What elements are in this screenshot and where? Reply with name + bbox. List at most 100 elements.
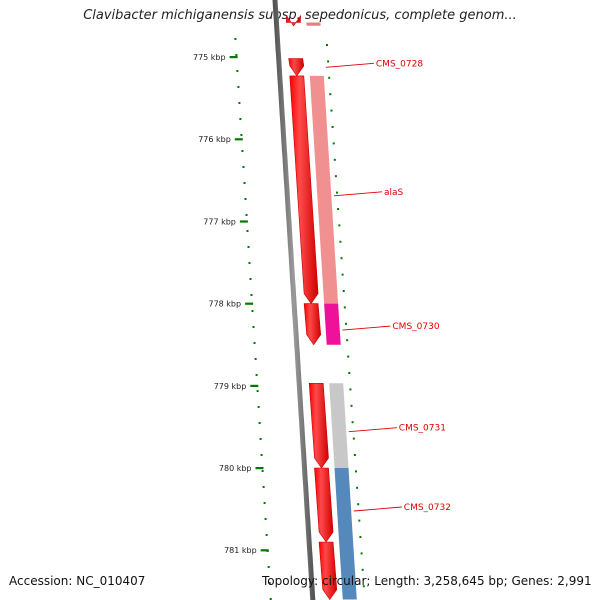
backbone-line — [272, 0, 316, 600]
gc-dot — [361, 568, 364, 571]
gc-dot — [327, 60, 330, 63]
gc-dot — [342, 290, 345, 292]
ruler-tick — [250, 384, 259, 387]
gc-dot — [241, 150, 244, 152]
gc-dot — [265, 534, 268, 536]
gc-dot — [349, 388, 352, 391]
gene-label-leader — [353, 506, 402, 512]
ruler-tick — [245, 302, 254, 305]
gc-dot — [356, 486, 359, 489]
gc-dot — [264, 518, 267, 520]
gc-dot — [237, 86, 240, 88]
gc-dot — [253, 342, 256, 344]
gene-arrow[interactable] — [288, 58, 305, 77]
ruler-tick-label: 776 kbp — [198, 135, 231, 144]
ruler-tick — [234, 138, 243, 141]
gene-label[interactable]: CMS_0728 — [376, 59, 423, 69]
gene-label-leader — [342, 325, 391, 331]
ruler-tick-label: 780 kbp — [219, 464, 252, 473]
gc-dot — [262, 486, 265, 488]
gc-dot — [255, 374, 258, 376]
gc-dot — [330, 109, 333, 112]
gc-dot — [362, 585, 365, 588]
ruler-tick — [229, 56, 238, 59]
gene-label[interactable]: CMS_0730 — [392, 322, 439, 332]
gc-dot — [337, 208, 340, 210]
ruler-tick — [260, 549, 269, 552]
ruler-tick — [239, 220, 248, 223]
genome-stats-text: Topology: circular; Length: 3,258,645 bp… — [262, 574, 592, 588]
gene-arrow[interactable] — [308, 382, 329, 469]
ruler-tick-label: 779 kbp — [214, 382, 247, 391]
kbp-ruler: 775 kbp 776 kbp 777 kbp 778 kbp 779 kbp 780 k… — [193, 53, 269, 555]
cds-bar[interactable] — [329, 383, 349, 468]
gc-dot — [245, 214, 248, 216]
gene-track — [286, 14, 338, 600]
cds-bar[interactable] — [334, 468, 354, 542]
gene-label[interactable]: CMS_0731 — [399, 424, 446, 434]
gc-dot — [328, 76, 331, 79]
gc-dot — [247, 246, 250, 248]
gc-dot — [358, 519, 361, 522]
cds-bar[interactable] — [339, 542, 357, 600]
gene-labels: CMS_0728 alaS CMS_0730 CMS_0731 CMS_0732 — [325, 59, 451, 513]
gc-dot — [261, 470, 264, 472]
gc-dot — [235, 54, 238, 56]
gc-dot — [269, 598, 272, 600]
gc-dot — [243, 182, 246, 184]
gc-dot — [252, 326, 255, 328]
gene-label[interactable]: CMS_0732 — [404, 503, 451, 513]
gc-dot — [326, 44, 328, 46]
gc-dot — [360, 552, 363, 555]
gc-dot — [353, 454, 356, 456]
gene-arrow[interactable] — [318, 541, 338, 600]
gc-dot — [268, 582, 271, 584]
gc-dot — [240, 134, 243, 136]
cds-bar[interactable] — [324, 303, 341, 345]
genome-backbone — [272, 0, 316, 600]
gc-dot — [348, 372, 351, 374]
gc-dot — [234, 38, 237, 40]
gc-dot — [260, 454, 263, 456]
gc-dot — [329, 93, 332, 96]
gc-dot — [332, 142, 335, 145]
gene-label[interactable]: alaS — [384, 188, 404, 198]
ruler-tick-label: 777 kbp — [203, 217, 236, 226]
cds-bar[interactable] — [309, 75, 339, 304]
gene-arrow[interactable] — [286, 14, 301, 27]
gc-dot — [343, 306, 346, 309]
gc-dot — [249, 278, 252, 280]
gene-arrow[interactable] — [314, 467, 334, 543]
cds-track — [306, 22, 357, 600]
gc-dot — [340, 257, 343, 260]
gene-arrow[interactable] — [303, 303, 322, 346]
gene-label-leader — [325, 62, 374, 68]
gc-dot — [238, 102, 241, 104]
gc-dot — [248, 262, 251, 264]
gc-dot — [341, 273, 344, 276]
cds-bar[interactable] — [306, 22, 321, 26]
ruler-tick — [255, 467, 264, 470]
gc-dot — [236, 70, 239, 72]
gene-arrow[interactable] — [289, 75, 319, 305]
gc-dot — [251, 310, 254, 312]
gc-dot — [257, 406, 260, 408]
gc-dot — [357, 503, 360, 506]
gc-dot — [239, 118, 242, 120]
gc-dot — [259, 438, 262, 440]
accession-text: Accession: NC_010407 — [9, 574, 146, 588]
gc-dot — [359, 536, 362, 538]
gc-dot — [256, 390, 259, 392]
gc-dot — [267, 566, 270, 568]
gc-dot — [254, 358, 257, 360]
gc-dot — [350, 404, 353, 407]
gc-dot — [345, 322, 347, 325]
gene-label-leader — [348, 427, 397, 433]
ruler-tick-label: 775 kbp — [193, 53, 226, 62]
gc-dot — [338, 224, 341, 227]
gc-dot — [355, 470, 357, 473]
ruler-tick-label: 781 kbp — [224, 546, 257, 555]
gc-dot — [351, 421, 354, 424]
gene-label-leader — [333, 191, 383, 197]
